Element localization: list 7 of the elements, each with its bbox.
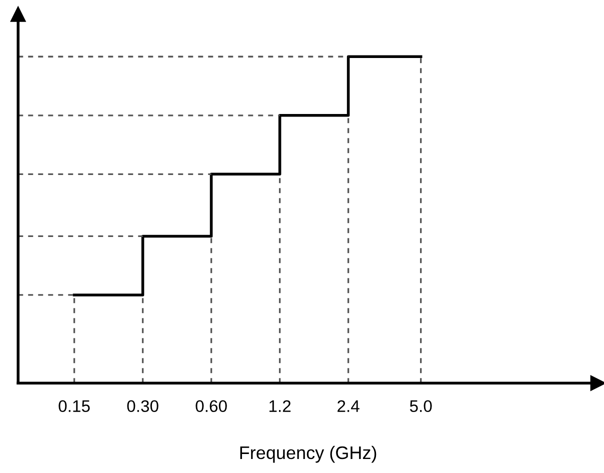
x-tick-label: 0.15 [58,400,90,412]
x-tick-label: 2.4 [338,400,360,412]
x-axis-title: Frequency (GHz) [240,446,376,463]
x-tick-label: 1.2 [269,400,291,412]
x-tick-label: 0.60 [196,400,227,412]
x-tick-label: 5.0 [410,400,432,412]
x-tick-label: 0.30 [127,400,158,412]
